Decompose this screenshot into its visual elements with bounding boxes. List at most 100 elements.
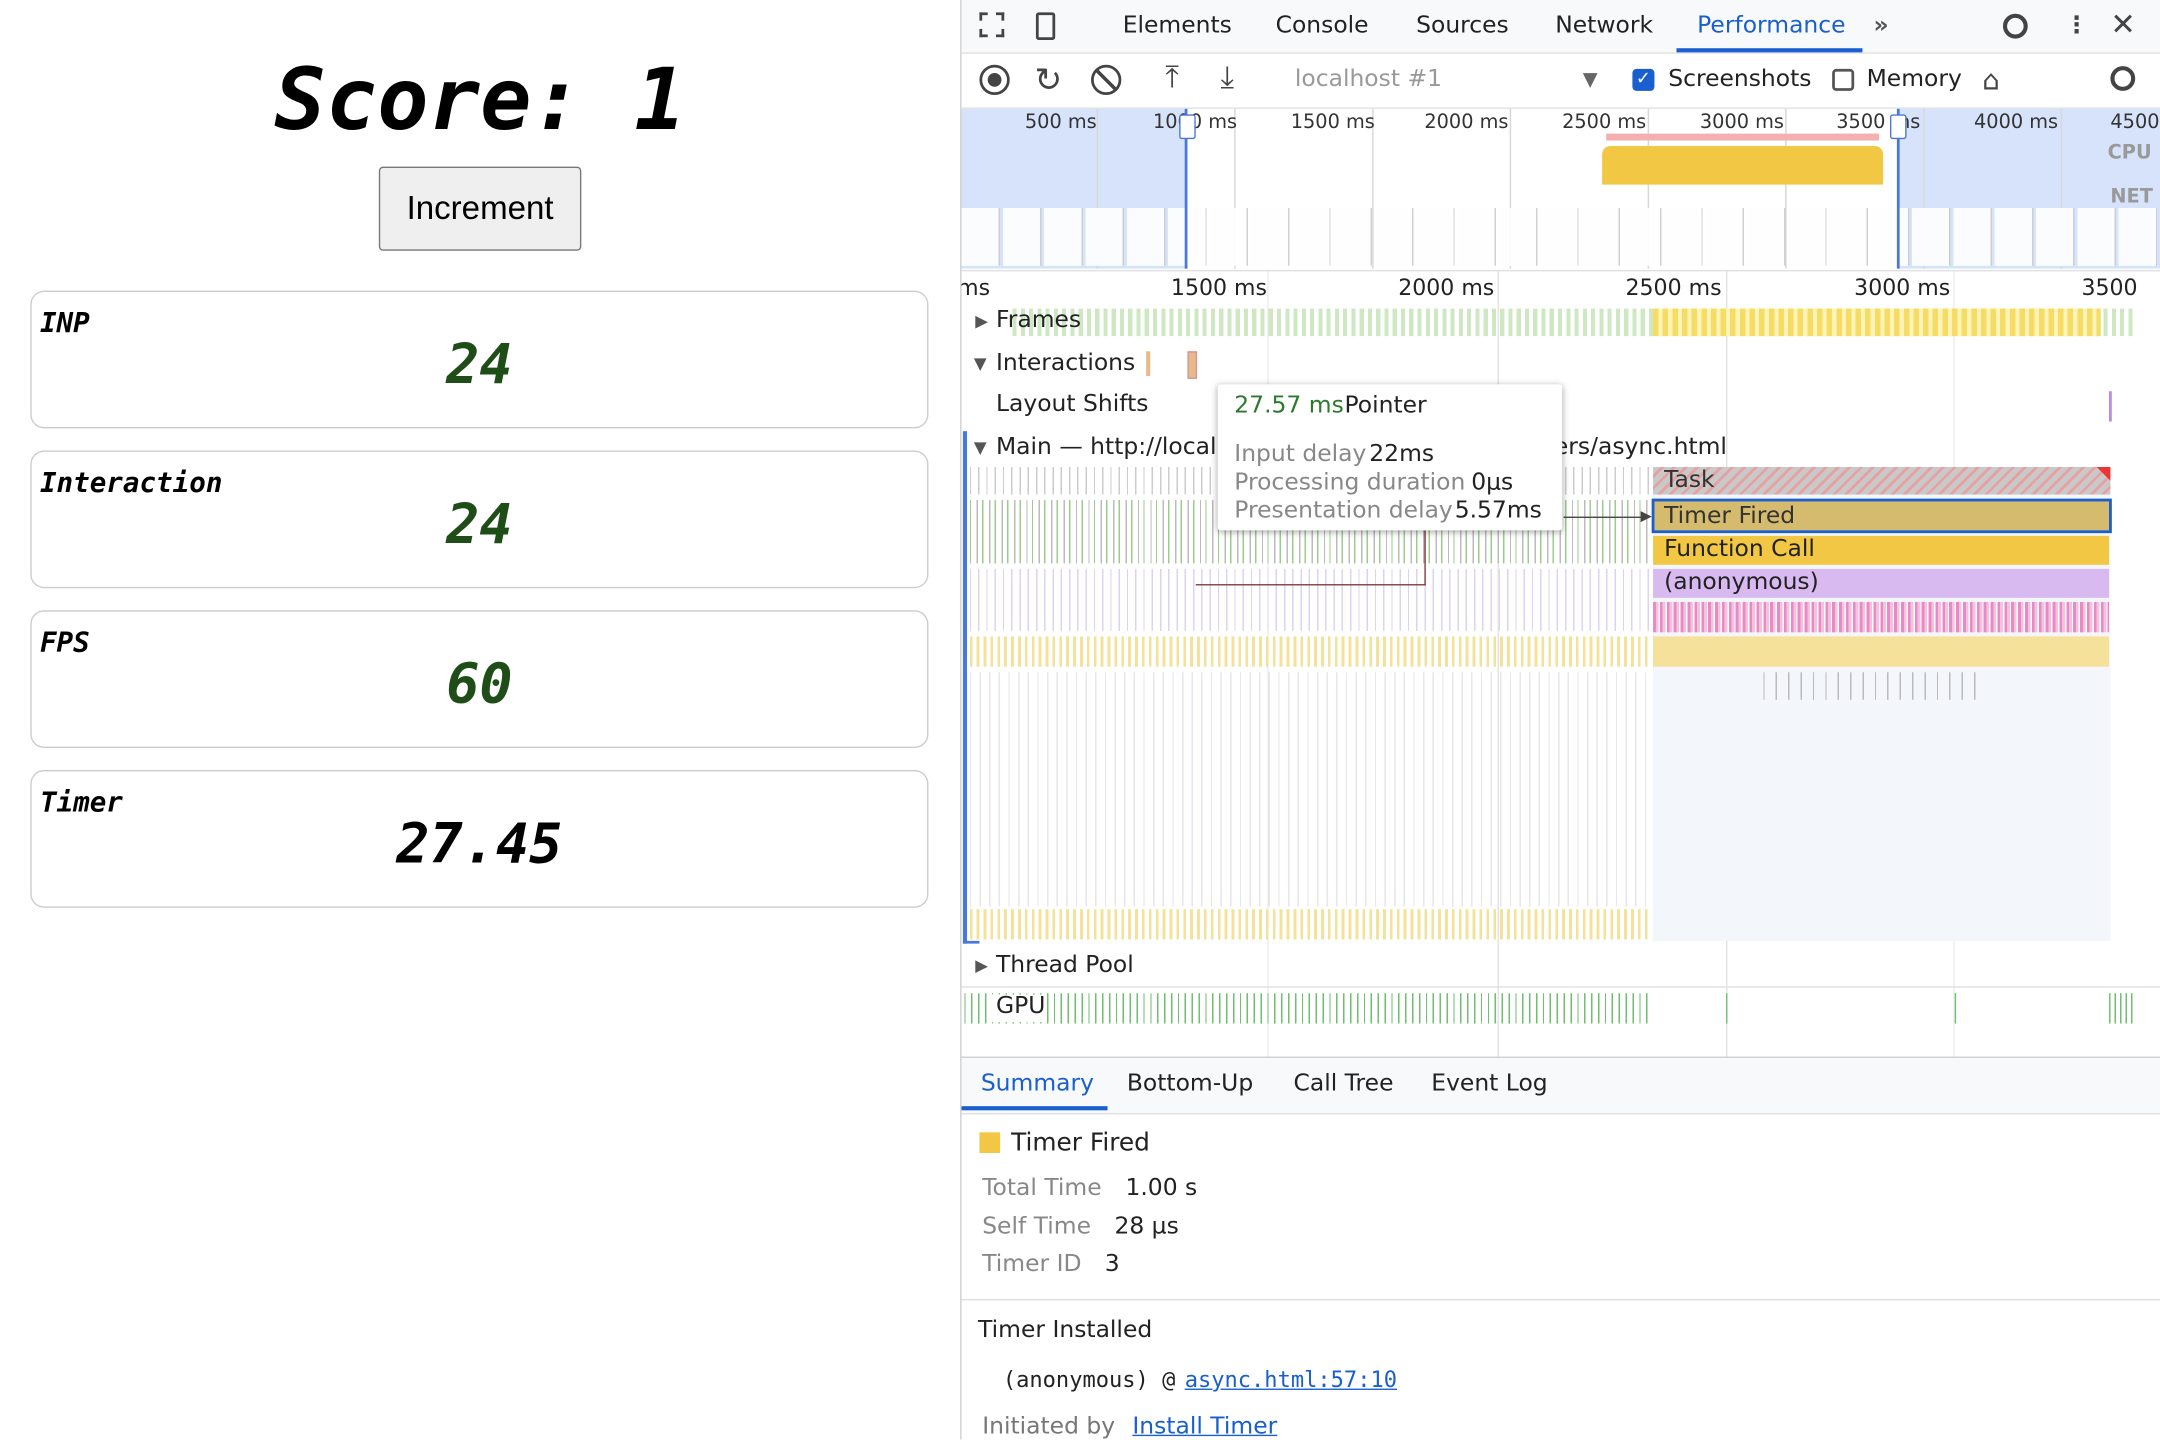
metric-label: Timer: [39, 785, 123, 819]
close-icon[interactable]: ✕: [2110, 8, 2136, 43]
bottom-tab[interactable]: Event Log: [1431, 1069, 1548, 1098]
more-tabs[interactable]: »: [1873, 11, 1889, 40]
timer-installed: Timer Installed: [978, 1316, 1153, 1344]
child-calls: [1763, 672, 1984, 700]
range-handle[interactable]: [1896, 108, 1900, 269]
summary-value: 3: [1104, 1250, 1120, 1279]
child-calls: [1653, 636, 2110, 667]
overview-tick: 3000 ms: [1699, 111, 1784, 134]
metric-card: Timer 27.45: [30, 770, 929, 908]
initiated-label: Initiated by: [982, 1412, 1116, 1440]
layout-shifts-label[interactable]: Layout Shifts: [995, 390, 1149, 419]
expand-arrow[interactable]: ▶: [975, 311, 989, 331]
metric-card: FPS 60: [30, 610, 929, 749]
overview-tick: 4500: [2110, 111, 2160, 134]
clear-button[interactable]: [1091, 64, 1122, 96]
gpu-strip: [964, 993, 1651, 1024]
flame-label: (anonymous): [1664, 568, 1819, 596]
separator: [961, 1299, 2160, 1301]
range-grip[interactable]: [1889, 114, 1907, 140]
function-call-bar[interactable]: Function Call: [1653, 535, 2110, 565]
range-grip[interactable]: [1179, 114, 1196, 140]
overview-tick: 4000 ms: [1974, 111, 2059, 134]
screenshots-label[interactable]: Screenshots: [1668, 65, 1812, 93]
collapse-arrow[interactable]: ▼: [973, 354, 987, 374]
overview-tick: 2500 ms: [1562, 111, 1647, 134]
main-label-end[interactable]: ers/async.html: [1553, 433, 1727, 461]
long-task-flag: [2096, 466, 2111, 481]
track-bracket: [962, 431, 968, 944]
dropdown-arrow[interactable]: ▼: [1582, 68, 1598, 91]
layout-shift-mark[interactable]: [2109, 391, 2112, 422]
memory-checkbox[interactable]: [1832, 68, 1855, 91]
record-button[interactable]: [979, 64, 1010, 96]
interaction-mark[interactable]: [1187, 351, 1198, 379]
frames-label[interactable]: Frames: [995, 306, 1082, 335]
timer-strip: [969, 909, 1651, 940]
timer-fired-bar[interactable]: Timer Fired: [1651, 498, 2112, 534]
net-label: NET: [2110, 185, 2153, 209]
settings-icon[interactable]: [2002, 13, 2028, 39]
anonymous-bar[interactable]: (anonymous): [1653, 568, 2110, 598]
bottom-tab[interactable]: Call Tree: [1293, 1069, 1394, 1098]
target-select[interactable]: localhost #1: [1294, 65, 1442, 93]
thread-pool-label[interactable]: Thread Pool: [995, 951, 1134, 979]
tab[interactable]: Sources: [1416, 11, 1509, 40]
tooltip-duration: 27.57 ms: [1234, 391, 1344, 420]
download-button[interactable]: ⤓: [1220, 60, 1234, 96]
gpu-mark: [1954, 993, 1957, 1024]
separator: [961, 52, 2160, 54]
summary-title: Timer Fired: [1011, 1128, 1150, 1158]
metric-label: Interaction: [39, 465, 223, 499]
memory-label[interactable]: Memory: [1866, 65, 1962, 93]
gc-button[interactable]: ⌂: [1982, 63, 2000, 97]
separator: [961, 107, 2160, 109]
collapse-arrow[interactable]: ▼: [973, 438, 987, 458]
device-icon[interactable]: [1035, 12, 1056, 40]
overview-tick: 2000 ms: [1424, 111, 1509, 134]
gpu-strip: [2109, 993, 2134, 1024]
tooltip-type: Pointer: [1344, 391, 1427, 420]
metric-value: 24: [446, 493, 513, 557]
inspect-icon[interactable]: [979, 12, 1005, 38]
main-label-start[interactable]: Main — http://localho: [995, 433, 1246, 461]
interaction-mark[interactable]: [1146, 351, 1151, 377]
gpu-label[interactable]: GPU: [995, 992, 1046, 1021]
menu-icon[interactable]: ⋮: [2064, 11, 2089, 40]
separator: [961, 270, 2160, 272]
capture-settings[interactable]: [2110, 66, 2136, 91]
summary-label: Self Time: [982, 1212, 1091, 1241]
cpu-activity: [1602, 146, 1884, 185]
task-bar[interactable]: Task: [1653, 466, 2111, 495]
track-bracket: [962, 940, 980, 944]
tooltip-row-label: Presentation delay: [1234, 496, 1453, 525]
source-link[interactable]: async.html:57:10: [1184, 1366, 1398, 1393]
interactions-label[interactable]: Interactions: [995, 349, 1136, 377]
tab[interactable]: Elements: [1122, 11, 1232, 40]
tab[interactable]: Network: [1555, 11, 1654, 40]
flame-label: Function Call: [1664, 535, 1815, 563]
screenshots-checkbox[interactable]: ✓: [1632, 68, 1655, 91]
cpu-label: CPU: [2107, 141, 2152, 164]
tab[interactable]: Performance: [1697, 11, 1846, 40]
increment-button[interactable]: Increment: [378, 166, 582, 251]
initiator-line: [1195, 530, 1426, 586]
tab-underline: [1676, 48, 1863, 53]
metric-value: 27.45: [396, 812, 563, 877]
reload-button[interactable]: ↻: [1034, 60, 1063, 100]
bottom-tab[interactable]: Bottom-Up: [1126, 1069, 1254, 1098]
upload-button[interactable]: ⤒: [1165, 60, 1179, 96]
record-dot: [987, 73, 1002, 87]
separator: [961, 986, 2160, 988]
overview-tick: 500 ms: [1024, 111, 1097, 134]
range-handle[interactable]: [1184, 108, 1188, 269]
expand-arrow[interactable]: ▶: [975, 956, 989, 976]
bottom-tab[interactable]: Summary: [980, 1069, 1094, 1098]
tooltip-row-value: 0μs: [1471, 468, 1514, 496]
arrow-head: [1640, 511, 1652, 523]
summary-value: 28 µs: [1114, 1212, 1179, 1241]
tooltip-row-label: Input delay: [1234, 440, 1367, 468]
tab[interactable]: Console: [1275, 11, 1369, 40]
child-calls: [1653, 601, 2110, 633]
initiator-link[interactable]: Install Timer: [1132, 1412, 1278, 1440]
